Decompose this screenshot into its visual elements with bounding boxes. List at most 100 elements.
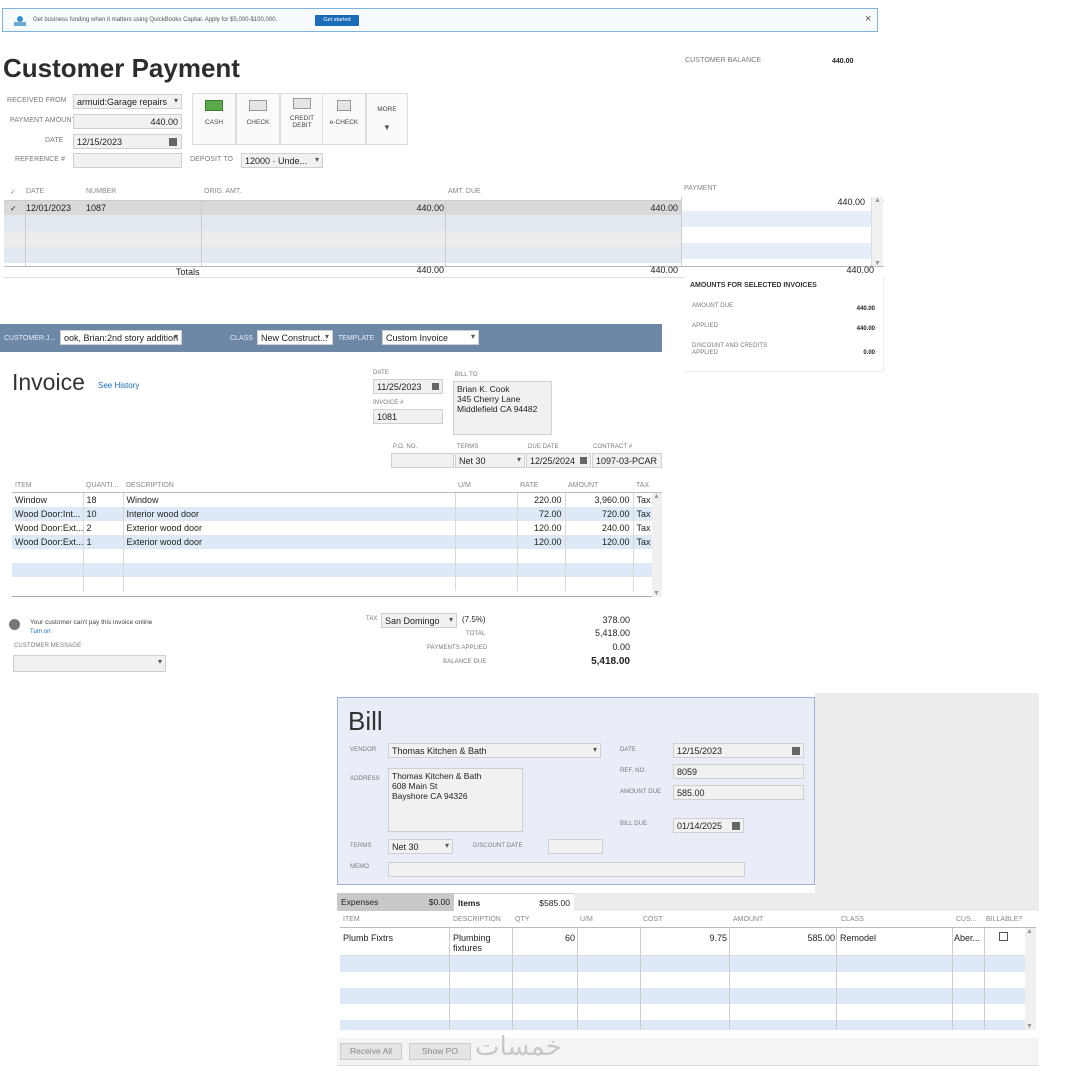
discount-date-field[interactable] bbox=[548, 839, 603, 854]
cell-um[interactable] bbox=[455, 493, 518, 507]
cell-tax[interactable]: Tax bbox=[633, 493, 653, 507]
table-row[interactable]: Window 18 Window 220.00 3,960.00 Tax bbox=[12, 493, 653, 507]
customer-job-select[interactable]: ook, Brian:2nd story addition bbox=[60, 330, 182, 345]
table-row[interactable] bbox=[340, 956, 1025, 972]
deposit-to-select[interactable]: 12000 · Unde... bbox=[241, 153, 323, 168]
cell-desc[interactable]: Exterior wood door bbox=[123, 535, 456, 549]
received-from-select[interactable]: armuid:Garage repairs bbox=[73, 94, 182, 109]
scroll-down-icon[interactable]: ▼ bbox=[874, 260, 881, 267]
table-row[interactable]: Plumb Fixtrs Plumbing fixtures 60 9.75 5… bbox=[340, 928, 1025, 956]
contract-field[interactable]: 1097-03-PCAR bbox=[592, 453, 662, 468]
bill-date-field[interactable]: 12/15/2023 bbox=[673, 743, 804, 758]
table-row[interactable] bbox=[340, 988, 1025, 1004]
calendar-icon[interactable] bbox=[732, 822, 740, 830]
cell-qty[interactable]: 2 bbox=[83, 521, 124, 535]
scrollbar[interactable]: ▲ ▼ bbox=[871, 197, 883, 267]
cell-class[interactable]: Remodel bbox=[840, 933, 877, 943]
cell-um[interactable] bbox=[455, 535, 518, 549]
get-started-button[interactable]: Get started bbox=[315, 15, 359, 26]
echeck-button[interactable]: e-CHECK bbox=[322, 93, 366, 145]
cell-rate[interactable]: 120.00 bbox=[517, 521, 566, 535]
vendor-select[interactable]: Thomas Kitchen & Bath bbox=[388, 743, 601, 758]
cell-desc[interactable]: Plumbing bbox=[453, 933, 491, 943]
template-select[interactable]: Custom Invoice bbox=[382, 330, 479, 345]
calendar-icon[interactable] bbox=[432, 383, 439, 390]
payment-date-field[interactable]: 12/15/2023 bbox=[73, 134, 182, 149]
see-history-link[interactable]: See History bbox=[98, 381, 140, 390]
table-row[interactable] bbox=[12, 577, 653, 591]
scrollbar[interactable]: ▲ ▼ bbox=[652, 493, 662, 597]
payment-amount-field[interactable]: 440.00 bbox=[73, 114, 182, 129]
cell-item[interactable]: Wood Door:Ext... bbox=[12, 521, 84, 535]
cash-button[interactable]: CASH bbox=[192, 93, 236, 145]
bill-due-field[interactable]: 01/14/2025 bbox=[673, 818, 744, 833]
cell-item[interactable]: Plumb Fixtrs bbox=[343, 933, 394, 943]
cell-item[interactable]: Window bbox=[12, 493, 84, 507]
cell-desc[interactable]: Interior wood door bbox=[123, 507, 456, 521]
cell-tax[interactable]: Tax bbox=[633, 521, 653, 535]
cell-cost[interactable]: 9.75 bbox=[709, 933, 727, 943]
cell-rate[interactable]: 220.00 bbox=[517, 493, 566, 507]
table-row[interactable]: Wood Door:Int... 10 Interior wood door 7… bbox=[12, 507, 653, 521]
calendar-icon[interactable] bbox=[792, 747, 800, 755]
cell-desc[interactable]: Window bbox=[123, 493, 456, 507]
cell-amount[interactable]: 585.00 bbox=[807, 933, 835, 943]
show-po-button[interactable]: Show PO bbox=[409, 1043, 471, 1060]
ref-no-field[interactable]: 8059 bbox=[673, 764, 804, 779]
billable-checkbox[interactable] bbox=[999, 932, 1008, 941]
table-row[interactable] bbox=[4, 231, 681, 247]
cell-qty[interactable]: 60 bbox=[564, 933, 575, 943]
table-row[interactable] bbox=[4, 215, 681, 231]
tab-expenses[interactable]: Expenses $0.00 bbox=[337, 893, 454, 911]
table-row[interactable]: Wood Door:Ext... 1 Exterior wood door 12… bbox=[12, 535, 653, 549]
invoice-number-field[interactable]: 1081 bbox=[373, 409, 443, 424]
check-button[interactable]: CHECK bbox=[236, 93, 280, 145]
scroll-down-icon[interactable]: ▼ bbox=[653, 590, 660, 597]
cell-item[interactable]: Wood Door:Int... bbox=[12, 507, 84, 521]
cell-rate[interactable]: 72.00 bbox=[517, 507, 566, 521]
memo-field[interactable] bbox=[388, 862, 745, 877]
cell-qty[interactable]: 1 bbox=[83, 535, 124, 549]
cell-rate[interactable]: 120.00 bbox=[517, 535, 566, 549]
row-payment[interactable]: 440.00 bbox=[837, 197, 865, 207]
reference-field[interactable] bbox=[73, 153, 182, 168]
cell-amount[interactable]: 240.00 bbox=[565, 521, 634, 535]
scroll-up-icon[interactable]: ▲ bbox=[874, 197, 881, 204]
credit-debit-button[interactable]: CREDIT DEBIT bbox=[280, 93, 324, 145]
table-row[interactable] bbox=[4, 247, 681, 263]
table-row[interactable]: ✓ 12/01/2023 1087 440.00 440.00 bbox=[4, 201, 681, 215]
scroll-up-icon[interactable]: ▲ bbox=[653, 493, 660, 500]
row-check[interactable]: ✓ bbox=[10, 204, 17, 213]
table-row[interactable] bbox=[340, 972, 1025, 988]
cell-amount[interactable]: 120.00 bbox=[565, 535, 634, 549]
po-field[interactable] bbox=[391, 453, 454, 468]
cell-amount[interactable]: 720.00 bbox=[565, 507, 634, 521]
table-row[interactable] bbox=[12, 549, 653, 563]
table-row[interactable] bbox=[340, 1004, 1025, 1020]
cell-tax[interactable]: Tax bbox=[633, 507, 653, 521]
cell-desc[interactable]: Exterior wood door bbox=[123, 521, 456, 535]
tab-items[interactable]: Items $585.00 bbox=[454, 893, 574, 911]
address-field[interactable]: Thomas Kitchen & Bath 608 Main St Baysho… bbox=[388, 768, 523, 832]
table-row[interactable] bbox=[340, 1020, 1025, 1030]
cell-um[interactable] bbox=[455, 521, 518, 535]
calendar-icon[interactable] bbox=[169, 138, 177, 146]
terms-select[interactable]: Net 30 bbox=[455, 453, 525, 468]
tax-code-select[interactable]: San Domingo bbox=[381, 613, 457, 628]
class-select[interactable]: New Construct... bbox=[257, 330, 333, 345]
close-icon[interactable]: × bbox=[865, 13, 872, 25]
invoice-date-field[interactable]: 11/25/2023 bbox=[373, 379, 443, 394]
more-button[interactable]: MORE ▼ bbox=[366, 93, 408, 145]
terms-select[interactable]: Net 30 bbox=[388, 839, 453, 854]
bill-amount-due-field[interactable]: 585.00 bbox=[673, 785, 804, 800]
cell-customer[interactable]: Aber... bbox=[954, 933, 981, 943]
turn-on-link[interactable]: Turn on bbox=[30, 629, 51, 635]
calendar-icon[interactable] bbox=[580, 457, 587, 464]
scroll-down-icon[interactable]: ▼ bbox=[1026, 1023, 1033, 1030]
cell-um[interactable] bbox=[455, 507, 518, 521]
customer-message-select[interactable] bbox=[13, 655, 166, 672]
scroll-up-icon[interactable]: ▲ bbox=[1026, 928, 1033, 935]
scrollbar[interactable]: ▲ ▼ bbox=[1025, 928, 1036, 1030]
cell-item[interactable]: Wood Door:Ext... bbox=[12, 535, 84, 549]
cell-amount[interactable]: 3,960.00 bbox=[565, 493, 634, 507]
